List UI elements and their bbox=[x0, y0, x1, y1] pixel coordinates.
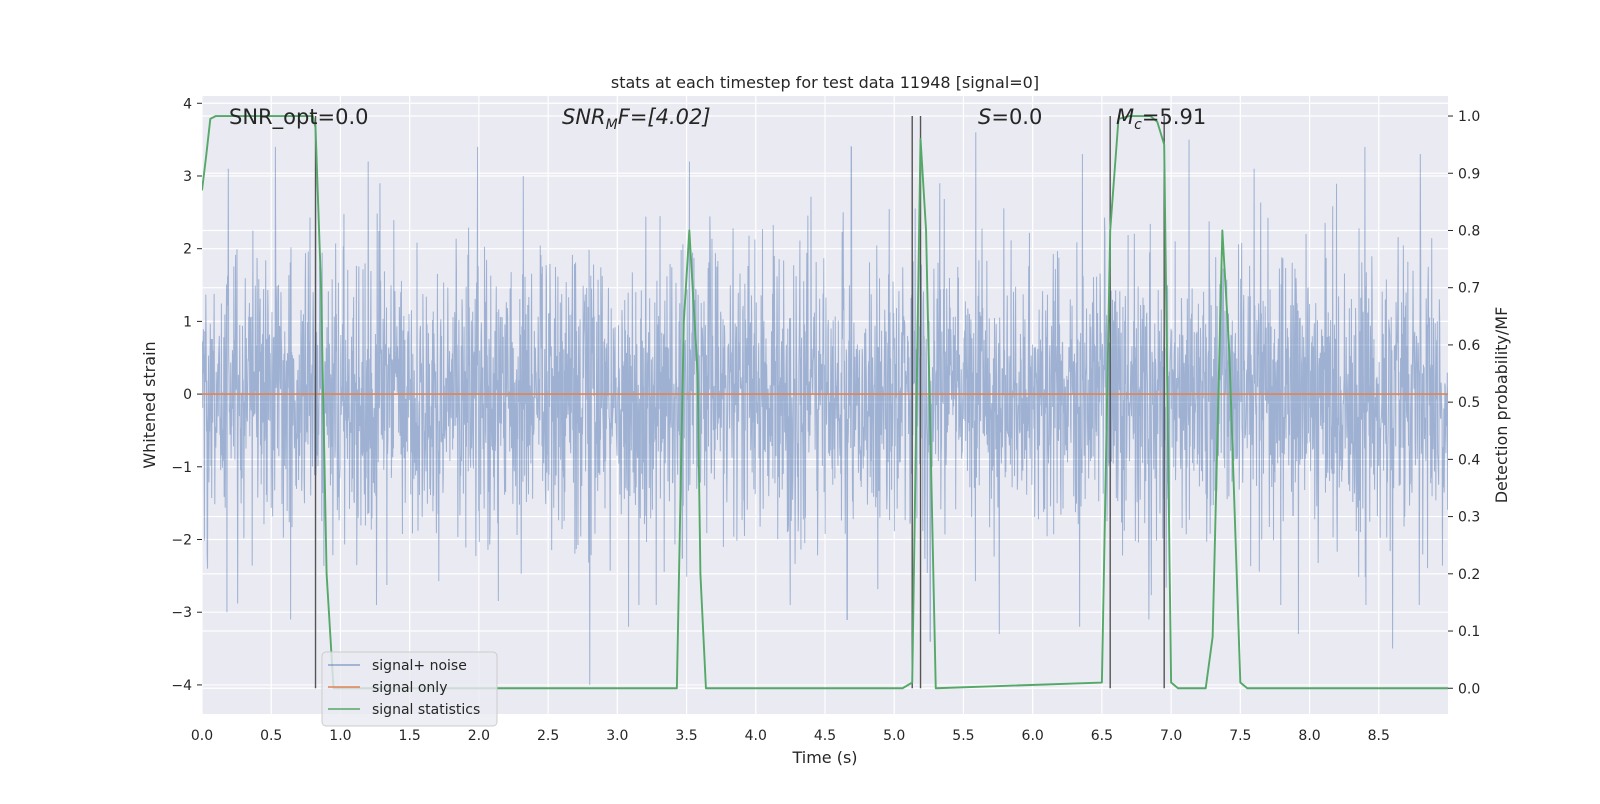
snr-mf-sub: M bbox=[606, 117, 618, 133]
y-left-tick-labels: −4 −3 −2 −1 0 1 2 3 4 bbox=[171, 96, 202, 694]
snr-mf-base: SNR bbox=[562, 105, 606, 129]
s-symbol: S bbox=[978, 105, 991, 129]
chart-title: stats at each timestep for test data 119… bbox=[611, 73, 1039, 92]
legend: signal+ noise signal only signal statist… bbox=[321, 651, 498, 727]
y-left-tick-label: 0 bbox=[183, 387, 192, 403]
annotation-mc: Mc=5.91 bbox=[1116, 105, 1206, 133]
x-tick-label: 4.0 bbox=[745, 728, 767, 744]
plot-content bbox=[202, 115, 1448, 690]
grid-vertical bbox=[201, 96, 1380, 714]
x-tick-label: 1.0 bbox=[329, 728, 351, 744]
mc-sub: c bbox=[1134, 117, 1142, 133]
x-tick-label: 8.5 bbox=[1368, 728, 1390, 744]
legend-label-signal-plus-noise: signal+ noise bbox=[372, 658, 467, 674]
x-tick-label: 6.0 bbox=[1022, 728, 1044, 744]
x-tick-label: 6.5 bbox=[1091, 728, 1113, 744]
x-tick-label: 8.0 bbox=[1298, 728, 1320, 744]
y-left-tick-label: 2 bbox=[183, 242, 192, 258]
y-right-tick-label: 0.7 bbox=[1458, 281, 1480, 297]
y-right-tick-label: 1.0 bbox=[1458, 109, 1480, 125]
series-signal-statistics-line bbox=[202, 115, 1448, 690]
annotation-s: S=0.0 bbox=[978, 105, 1042, 129]
y-right-tick-label: 0.8 bbox=[1458, 223, 1480, 239]
y-left-tick-label: −3 bbox=[171, 605, 192, 621]
x-tick-label: 3.5 bbox=[675, 728, 697, 744]
y-left-tick-label: 4 bbox=[183, 96, 192, 112]
mc-symbol: M bbox=[1116, 105, 1134, 129]
annotation-snr-opt: SNR_opt=0.0 bbox=[229, 105, 369, 130]
y-left-tick-label: 1 bbox=[183, 314, 192, 330]
snr-mf-rest: F=[4.02] bbox=[618, 105, 711, 129]
y-left-tick-label: −1 bbox=[171, 460, 192, 476]
legend-label-signal-only: signal only bbox=[372, 680, 447, 696]
x-tick-labels: 0.0 0.5 1.0 1.5 2.0 2.5 3.0 3.5 4.0 4.5 5.0 5.5 6.0 6… bbox=[191, 728, 1390, 744]
y-left-tick-label: 3 bbox=[183, 169, 192, 185]
x-tick-label: 5.5 bbox=[952, 728, 974, 744]
legend-box bbox=[321, 651, 498, 727]
y-left-axis-label: Whitened strain bbox=[140, 341, 159, 468]
x-tick-label: 4.5 bbox=[814, 728, 836, 744]
x-tick-label: 7.5 bbox=[1229, 728, 1251, 744]
x-tick-label: 0.5 bbox=[260, 728, 282, 744]
legend-label-signal-statistics: signal statistics bbox=[372, 702, 480, 718]
x-tick-label: 3.0 bbox=[606, 728, 628, 744]
annotation-snr-mf: SNRMF=[4.02] bbox=[562, 105, 711, 133]
s-value: =0.0 bbox=[991, 105, 1042, 129]
y-right-tick-label: 0.2 bbox=[1458, 567, 1480, 583]
x-tick-label: 0.0 bbox=[191, 728, 213, 744]
y-right-axis-label: Detection probability/MF bbox=[1492, 307, 1511, 504]
y-right-tick-label: 0.3 bbox=[1458, 510, 1480, 526]
y-right-tick-label: 0.4 bbox=[1458, 452, 1480, 468]
vertical-markers bbox=[314, 116, 1165, 689]
y-right-tick-label: 0.1 bbox=[1458, 624, 1480, 640]
y-right-tick-label: 0.9 bbox=[1458, 166, 1480, 182]
y-right-tick-labels: 0.0 0.1 0.2 0.3 0.4 0.5 0.6 0.7 0.8 0.9 1.0 bbox=[1448, 109, 1480, 697]
y-left-tick-label: −4 bbox=[171, 678, 192, 694]
x-tick-label: 1.5 bbox=[399, 728, 421, 744]
x-tick-label: 2.5 bbox=[537, 728, 559, 744]
x-tick-label: 7.0 bbox=[1160, 728, 1182, 744]
x-tick-label: 2.0 bbox=[468, 728, 490, 744]
mc-value: =5.91 bbox=[1142, 105, 1206, 129]
y-right-tick-label: 0.0 bbox=[1458, 681, 1480, 697]
x-axis-label: Time (s) bbox=[791, 748, 857, 767]
y-right-tick-label: 0.6 bbox=[1458, 338, 1480, 354]
x-tick-label: 5.0 bbox=[883, 728, 905, 744]
y-right-tick-label: 0.5 bbox=[1458, 395, 1480, 411]
series-signal-plus-noise-line bbox=[202, 125, 1448, 685]
y-left-tick-label: −2 bbox=[171, 533, 192, 549]
